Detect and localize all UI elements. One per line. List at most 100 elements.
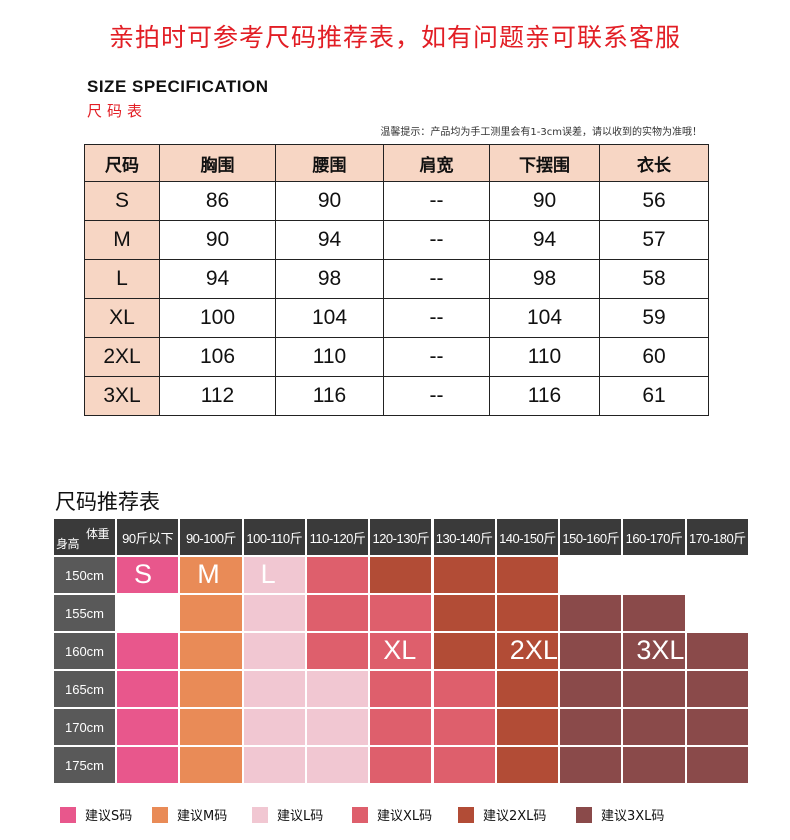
size-cell-s — [116, 556, 180, 594]
size-recommend-grid: 身高 体重 90斤以下 90-100斤 100-110斤 110-120斤 120-130斤… — [53, 518, 749, 784]
measure-cell: 90 — [159, 220, 276, 260]
measure-cell: -- — [383, 181, 490, 221]
size-cell-3xl — [559, 594, 623, 632]
grid-size-label: XL — [383, 635, 417, 665]
weight-header: 120-130斤 — [369, 518, 433, 556]
legend-swatch — [352, 806, 368, 823]
size-cell-s — [116, 632, 180, 670]
grid-size-label: S — [134, 559, 153, 589]
size-cell-3xl — [685, 632, 749, 670]
size-cell-2xl — [432, 632, 496, 670]
size-cell-2xl — [369, 556, 433, 594]
size-cell-l — [242, 632, 306, 670]
size-cell-3xl — [685, 746, 749, 784]
size-spec-table: 尺码 胸围 腰围 肩宽 下摆围 衣长 S 86 90 -- 90 56 M 90 94 -- 94 5… — [84, 144, 709, 416]
size-cell-xl — [305, 632, 370, 670]
measure-cell: 106 — [159, 337, 276, 377]
size-cell-3xl — [622, 594, 686, 632]
size-cell-l — [242, 594, 306, 632]
legend-swatch — [60, 806, 76, 823]
measure-cell: 86 — [159, 181, 276, 221]
size-cell-2xl — [495, 632, 560, 670]
size-cell-2xl — [495, 594, 560, 632]
measure-cell: 104 — [275, 298, 384, 338]
size-cell-s — [116, 746, 180, 784]
weight-header: 110-120斤 — [305, 518, 370, 556]
size-cell-2xl — [495, 746, 560, 784]
legend-label: 建议XL码 — [377, 809, 433, 824]
grid-size-label: 2XL — [509, 635, 558, 665]
weight-header: 90斤以下 — [116, 518, 180, 556]
measure-cell: 110 — [275, 337, 384, 377]
size-cell-xl — [369, 632, 433, 670]
page-banner: 亲拍时可参考尺码推荐表，如有问题亲可联系客服 — [108, 23, 681, 52]
size-spec-subtitle: 尺码表 — [87, 102, 148, 120]
height-header: 160cm — [53, 632, 116, 670]
height-header: 170cm — [53, 708, 116, 746]
legend-item: 建议2XL码 — [458, 805, 546, 824]
weight-header: 130-140斤 — [432, 518, 496, 556]
size-cell-xl — [305, 556, 370, 594]
measure-cell: -- — [383, 337, 490, 377]
size-cell-l — [242, 708, 306, 746]
size-cell-xl — [432, 670, 496, 708]
table-row: S 86 90 -- 90 56 — [84, 181, 709, 221]
table-row: XL 100 104 -- 104 59 — [84, 298, 709, 338]
size-cell: S — [84, 181, 160, 221]
table-row: 2XL 106 110 -- 110 60 — [84, 337, 709, 377]
legend-label: 建议2XL码 — [483, 809, 547, 824]
legend-label: 建议L码 — [277, 809, 324, 824]
weight-header: 160-170斤 — [622, 518, 686, 556]
size-cell-2xl — [495, 670, 560, 708]
measure-cell: 58 — [599, 259, 709, 299]
table-row: L 94 98 -- 98 58 — [84, 259, 709, 299]
size-cell-3xl — [685, 670, 749, 708]
size-cell-xl — [432, 708, 496, 746]
height-header: 150cm — [53, 556, 116, 594]
size-cell: 3XL — [84, 376, 160, 416]
size-table-header-row: 尺码 胸围 腰围 肩宽 下摆围 衣长 — [84, 144, 709, 182]
height-header: 175cm — [53, 746, 116, 784]
size-cell-xl — [369, 746, 433, 784]
measure-cell: 94 — [159, 259, 276, 299]
size-cell-l — [242, 556, 306, 594]
legend-label: 建议3XL码 — [601, 809, 665, 824]
legend-swatch — [458, 806, 474, 823]
size-cell-l — [242, 670, 306, 708]
size-cell-3xl — [622, 708, 686, 746]
height-header: 165cm — [53, 670, 116, 708]
measure-cell: 60 — [599, 337, 709, 377]
measure-cell: 116 — [275, 376, 384, 416]
measure-cell: 112 — [159, 376, 276, 416]
legend-item: 建议L码 — [252, 805, 323, 824]
corner-height-label: 身高 — [56, 537, 80, 551]
size-cell-2xl — [495, 556, 560, 594]
size-cell-m — [179, 708, 243, 746]
measurement-note: 温馨提示：产品均为手工测里会有1-3cm误差，请以收到的实物为准哦！ — [380, 127, 702, 138]
size-cell: 2XL — [84, 337, 160, 377]
measure-cell: 90 — [275, 181, 384, 221]
legend-label: 建议M码 — [177, 809, 228, 824]
weight-header: 100-110斤 — [242, 518, 306, 556]
size-cell-s — [116, 670, 180, 708]
measure-cell: 56 — [599, 181, 709, 221]
corner-weight-label: 体重 — [85, 527, 110, 541]
size-cell-3xl — [559, 746, 623, 784]
legend-item: 建议XL码 — [352, 805, 432, 824]
size-cell-3xl — [622, 746, 686, 784]
measure-cell: -- — [383, 376, 490, 416]
header-hem: 下摆围 — [489, 144, 600, 182]
size-cell-l — [305, 746, 370, 784]
measure-cell: 98 — [489, 259, 600, 299]
size-cell-xl — [369, 708, 433, 746]
measure-cell: 90 — [489, 181, 600, 221]
legend-swatch — [252, 806, 268, 823]
legend-item: 建议M码 — [152, 805, 227, 824]
size-cell-m — [179, 632, 243, 670]
height-header: 155cm — [53, 594, 116, 632]
size-cell-l — [305, 708, 370, 746]
size-cell-m — [179, 556, 243, 594]
header-size: 尺码 — [84, 144, 160, 182]
size-cell-3xl — [559, 708, 623, 746]
legend-label: 建议S码 — [85, 809, 133, 824]
